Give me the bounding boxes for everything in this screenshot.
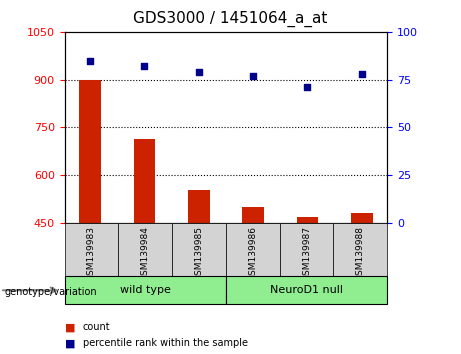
Bar — [79, 80, 101, 223]
Point — [304, 85, 311, 90]
Text: wild type: wild type — [120, 285, 171, 295]
Bar — [65, 223, 118, 276]
Bar — [118, 223, 172, 276]
Text: ■: ■ — [65, 322, 75, 332]
Text: GSM139984: GSM139984 — [141, 226, 150, 281]
Text: genotype/variation: genotype/variation — [5, 287, 97, 297]
Bar — [226, 276, 387, 304]
Bar — [280, 223, 333, 276]
Text: GSM139986: GSM139986 — [248, 226, 257, 281]
Text: GSM139988: GSM139988 — [356, 226, 365, 281]
Text: GDS3000 / 1451064_a_at: GDS3000 / 1451064_a_at — [133, 11, 328, 27]
Text: percentile rank within the sample: percentile rank within the sample — [83, 338, 248, 348]
Text: count: count — [83, 322, 111, 332]
Text: ■: ■ — [65, 338, 75, 348]
Point — [195, 69, 202, 75]
Bar — [172, 223, 226, 276]
Point — [358, 71, 366, 77]
Bar — [226, 223, 280, 276]
Point — [141, 63, 148, 69]
Text: GSM139983: GSM139983 — [87, 226, 96, 281]
Text: NeuroD1 null: NeuroD1 null — [270, 285, 343, 295]
Bar — [134, 139, 155, 223]
Bar — [65, 276, 226, 304]
Point — [249, 73, 257, 79]
Bar — [351, 213, 372, 223]
Bar — [333, 223, 387, 276]
Bar — [188, 190, 210, 223]
Text: GSM139987: GSM139987 — [302, 226, 311, 281]
Text: GSM139985: GSM139985 — [195, 226, 203, 281]
Bar — [296, 217, 318, 223]
Point — [86, 58, 94, 63]
Bar — [242, 207, 264, 223]
